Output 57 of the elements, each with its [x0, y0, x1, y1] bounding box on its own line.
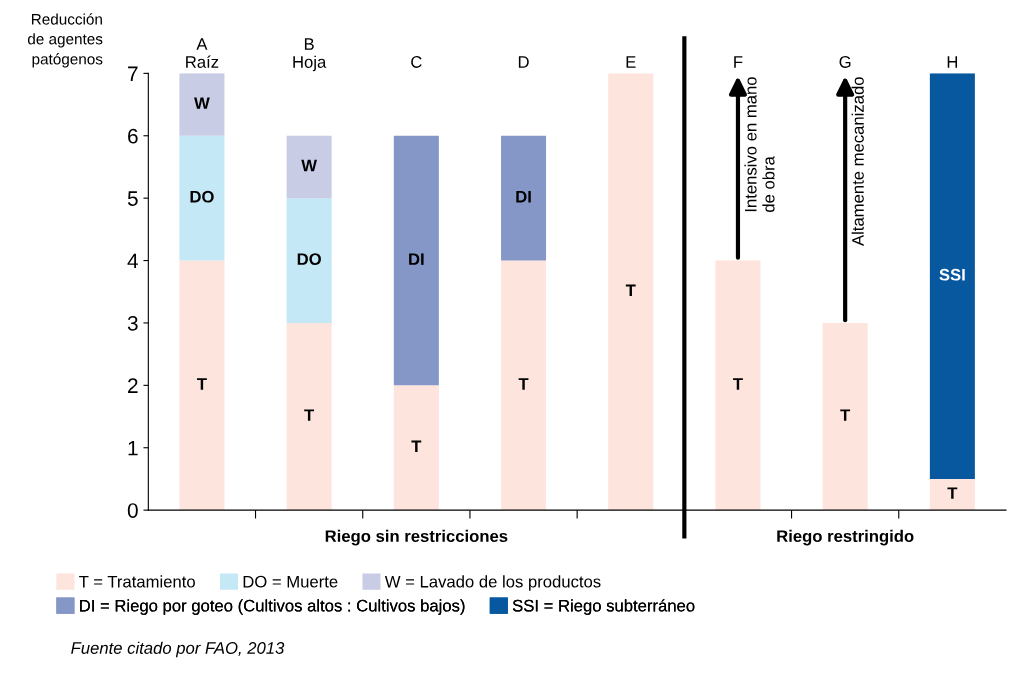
x-tick-label: A Raíz [186, 38, 219, 68]
data-label: T [411, 440, 422, 453]
y-tick-label: 2 [128, 378, 138, 393]
y-tick-label: 1 [128, 440, 138, 456]
x-tick-label: E [626, 56, 636, 68]
bar [179, 135, 225, 261]
annotation: Altamente mecanizado [851, 77, 864, 246]
bar [286, 198, 332, 323]
data-label: T [518, 378, 529, 390]
legend-label: T = Tratamiento [79, 575, 195, 588]
x-tick-label: B Hoja [293, 38, 327, 72]
bar [929, 478, 975, 511]
bar [822, 322, 868, 511]
data-label: T [304, 409, 315, 421]
y-tick-label: 6 [128, 128, 138, 144]
x-tick-label: F [734, 56, 743, 68]
legend-label: DO = Muerte [243, 575, 338, 588]
bar [715, 260, 761, 511]
y-tick-label: 0 [127, 503, 138, 518]
text: Riego restringido [777, 529, 914, 546]
legend-label: DI = Riego por goteo (Cultivos altos : Cultivos bajos) [80, 599, 465, 615]
annotation: Intensivo en mano de obra [744, 77, 775, 212]
y-tick-label: 7 [128, 66, 138, 81]
data-label: DI [409, 253, 424, 265]
bar [179, 260, 225, 511]
x-tick-label: G [839, 56, 851, 68]
y-tick-label: 3 [127, 315, 138, 331]
legend-label: W = Lavado de los productos [384, 575, 601, 591]
bar [286, 135, 332, 199]
bar [393, 385, 439, 511]
bar [501, 135, 547, 261]
x-tick-label: D [518, 56, 529, 68]
y-tick-label: 4 [127, 253, 138, 269]
y-axis-title: Reducción de agentes patógenos [27, 13, 103, 68]
data-label: W [301, 159, 317, 172]
data-label: DI [516, 190, 531, 203]
data-label: DO [190, 190, 214, 203]
bar [179, 73, 225, 136]
data-label: T [947, 487, 958, 499]
data-label: T [733, 378, 743, 390]
legend-label: SSI = Riego subterráneo [512, 599, 695, 615]
data-label: SSI [939, 268, 965, 281]
text: Riego sin restricciones [325, 529, 508, 546]
bar [929, 73, 975, 479]
x-tick-label: H [947, 56, 958, 68]
bar [393, 135, 439, 386]
data-label: T [197, 378, 207, 390]
bar [501, 260, 547, 511]
data-label: W [194, 97, 210, 109]
x-tick-label: C [411, 56, 422, 68]
data-label: T [840, 409, 851, 421]
y-tick-label: 5 [127, 191, 138, 206]
bar [608, 73, 654, 511]
data-label: T [625, 284, 636, 297]
bar [286, 322, 332, 511]
data-label: DO [297, 253, 321, 266]
source-note: Fuente citado por FAO, 2013 [71, 641, 285, 658]
